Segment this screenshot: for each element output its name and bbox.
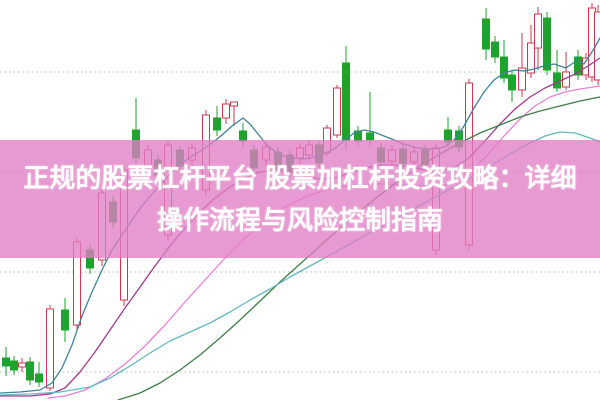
candle-body-up xyxy=(518,67,526,91)
candle-body-up xyxy=(222,103,230,119)
candle-body-down xyxy=(491,41,499,58)
candle-body-down xyxy=(61,309,69,331)
candle-body-down xyxy=(482,18,490,50)
candle-body-down xyxy=(574,56,582,76)
candle-body-down xyxy=(2,357,10,367)
candle-body-up xyxy=(333,87,341,136)
candle-body-up xyxy=(46,308,54,389)
headline-line-2: 操作流程与风险控制指南 xyxy=(156,205,443,235)
candle-body-up xyxy=(594,11,600,81)
candle-body-down xyxy=(500,56,508,79)
candle-body-down xyxy=(342,62,350,141)
candle-body-up xyxy=(18,362,26,368)
headline-overlay-banner: 正规的股票杠杆平台 股票加杠杆投资攻略：详细 操作流程与风险控制指南 xyxy=(0,140,600,258)
candle-body-down xyxy=(366,132,374,141)
candle-body-down xyxy=(35,373,43,383)
candle-body-down xyxy=(213,117,221,131)
candle-body-up xyxy=(230,101,238,107)
candle-body-down xyxy=(10,360,18,371)
headline-line-1: 正规的股票杠杆平台 股票加杠杆投资攻略：详细 xyxy=(23,163,577,193)
candle-body-down xyxy=(543,17,551,71)
candle-body-down xyxy=(508,74,516,91)
candle-body-up xyxy=(534,13,542,49)
candle-body-down xyxy=(553,72,561,89)
candle-body-down xyxy=(26,361,34,381)
candle-body-up xyxy=(527,42,535,74)
